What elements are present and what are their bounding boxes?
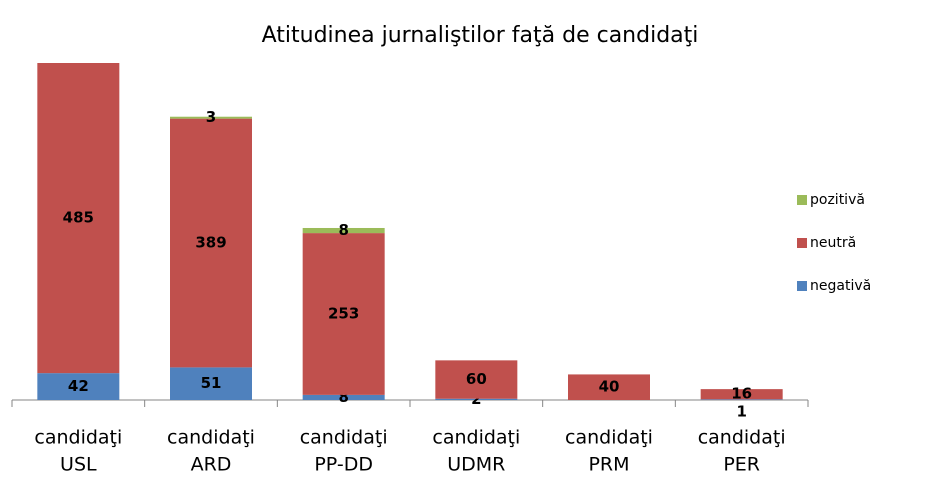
- data-label: 16: [731, 385, 752, 403]
- x-tick-label: candidaţi: [565, 427, 653, 449]
- x-tick-label: candidaţi: [698, 427, 786, 449]
- bar-segment: [435, 360, 518, 399]
- x-tick-label: ARD: [191, 454, 232, 476]
- data-label: 253: [328, 304, 359, 322]
- bar-segment: [700, 389, 783, 400]
- x-tick-label: PP-DD: [314, 454, 373, 476]
- data-label: 1: [736, 403, 746, 421]
- x-tick-label: PER: [723, 454, 760, 476]
- bar-segment: [37, 373, 120, 400]
- legend-label: negativă: [810, 278, 871, 294]
- bar-segment: [700, 399, 783, 400]
- bar-segment: [302, 227, 385, 234]
- chart-title: Atitudinea jurnaliştilor faţă de candida…: [262, 23, 699, 48]
- legend-swatch: [797, 238, 807, 248]
- x-tick-label: PRM: [588, 454, 629, 476]
- data-label: 389: [195, 234, 226, 252]
- legend-swatch: [797, 195, 807, 205]
- x-tick-label: candidaţi: [167, 427, 255, 449]
- bar-segment: [568, 374, 650, 400]
- bar-segment: [170, 116, 252, 119]
- bar-segment: [37, 63, 120, 374]
- x-tick-label: candidaţi: [432, 427, 520, 449]
- data-label: 51: [201, 374, 222, 392]
- data-label: 8: [338, 388, 348, 406]
- x-tick-label: candidaţi: [34, 427, 122, 449]
- x-tick-label: USL: [60, 454, 97, 476]
- bar-segment: [170, 367, 252, 400]
- legend-label: pozitivă: [810, 192, 865, 208]
- bar-segment: [435, 398, 518, 400]
- bar-segment: [170, 118, 252, 368]
- x-tick-label: candidaţi: [300, 427, 388, 449]
- data-label: 8: [338, 221, 348, 239]
- bar-segment: [302, 394, 385, 400]
- data-label: 60: [466, 370, 487, 388]
- legend-label: neutră: [810, 235, 856, 251]
- legend-swatch: [797, 281, 807, 291]
- bar-segment: [302, 233, 385, 395]
- data-label: 2: [471, 390, 481, 408]
- data-label: 42: [68, 377, 89, 395]
- data-label: 40: [599, 378, 620, 396]
- x-tick-label: UDMR: [447, 454, 505, 476]
- data-label: 485: [63, 209, 94, 227]
- data-label: 3: [206, 108, 216, 126]
